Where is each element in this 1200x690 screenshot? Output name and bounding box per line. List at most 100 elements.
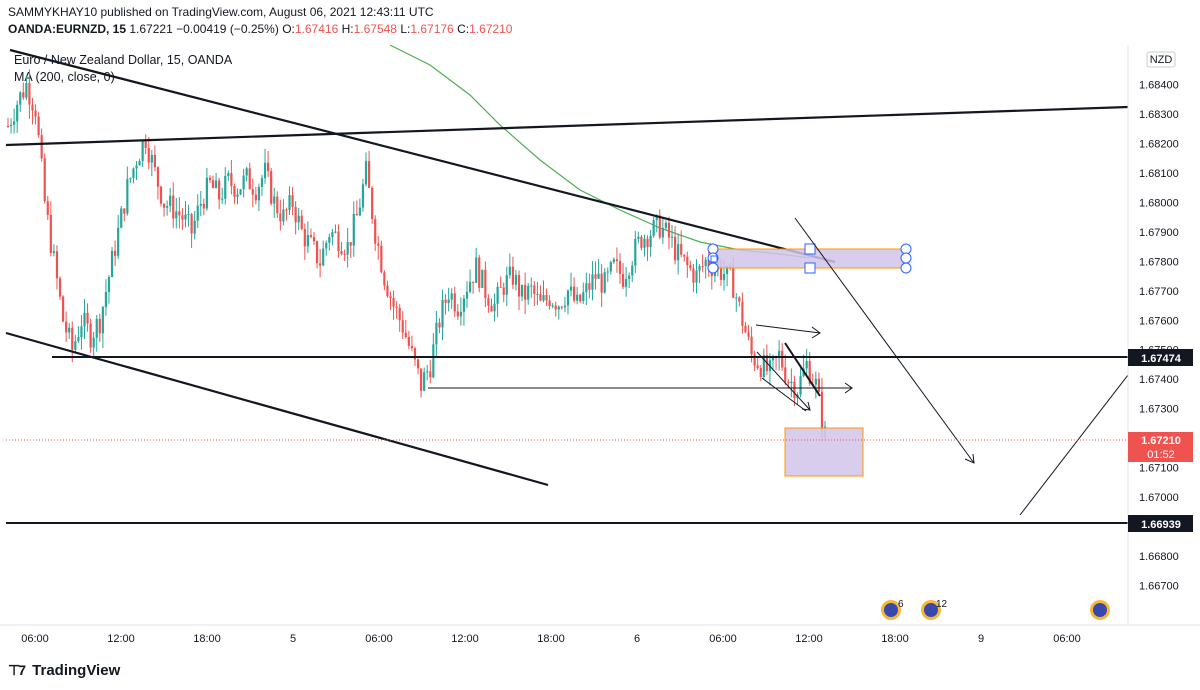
price-tick-label: 1.67100 <box>1139 463 1179 475</box>
candle <box>19 91 22 113</box>
candle <box>71 321 74 363</box>
candle <box>175 198 178 229</box>
zone-handles[interactable] <box>707 243 912 274</box>
chart-legend-title[interactable]: Euro / New Zealand Dollar, 15, OANDA <box>14 53 233 67</box>
candle <box>28 69 31 119</box>
candle <box>68 323 71 339</box>
candle <box>563 296 567 313</box>
candle <box>367 150 371 189</box>
candle <box>462 294 466 326</box>
flag-line-upper[interactable] <box>784 342 821 397</box>
candle <box>759 364 762 381</box>
candle <box>741 292 744 334</box>
candle <box>667 216 671 250</box>
candle <box>796 392 799 406</box>
candle <box>747 325 750 341</box>
close-label: C: <box>457 22 470 36</box>
time-tick-label: 12:00 <box>107 633 135 645</box>
candle <box>43 153 46 204</box>
candle <box>9 118 13 134</box>
candle <box>520 284 524 302</box>
candle <box>377 235 380 260</box>
candle <box>196 194 199 229</box>
candle <box>211 175 215 189</box>
time-axis[interactable]: 06:00 12:00 18:00 5 06:00 12:00 18:00 6 06:00 12:… <box>21 633 1081 645</box>
candle <box>144 134 147 155</box>
currency-badge-box[interactable] <box>1146 51 1176 68</box>
projection-arrows[interactable] <box>428 217 1129 516</box>
time-tick-label: 18:00 <box>881 633 909 645</box>
candle <box>487 294 490 313</box>
candle <box>270 167 273 206</box>
candle <box>517 270 521 311</box>
candle <box>472 281 475 294</box>
candle <box>609 260 612 275</box>
price-tick-label: 1.66800 <box>1139 551 1179 563</box>
footer-brand[interactable]: ⊤7 TradingView <box>8 662 120 679</box>
trendline-upper-resistance[interactable] <box>5 105 1129 147</box>
candle <box>456 303 459 320</box>
candle <box>701 254 704 273</box>
symbol-label[interactable]: OANDA:EURNZD, 15 <box>8 22 127 36</box>
price-change: −0.00419 (−0.25%) <box>176 22 279 36</box>
candle <box>193 211 196 240</box>
price-tick-label: 1.67400 <box>1139 374 1179 386</box>
moving-average-layer <box>389 44 811 259</box>
candle <box>527 282 530 305</box>
tradingview-logo-icon: ⊤7 <box>8 662 26 678</box>
publish-info: SAMMYKHAY10 published on TradingView.com… <box>8 5 434 19</box>
candle <box>162 203 166 217</box>
candle <box>233 183 236 204</box>
candle <box>371 186 374 224</box>
candle <box>364 152 368 187</box>
candle <box>147 136 150 170</box>
flag-line-lower[interactable] <box>761 377 807 412</box>
candle <box>585 272 588 305</box>
price-tick-label: 1.68400 <box>1139 80 1179 92</box>
target-zone[interactable] <box>784 427 864 477</box>
candle <box>297 207 300 231</box>
candle <box>738 296 741 307</box>
price-chart[interactable]: 1.667001.668001.669001.670001.671001.672… <box>0 0 1200 660</box>
candle <box>404 319 407 339</box>
candle <box>542 280 545 303</box>
candle <box>205 168 208 211</box>
candle <box>646 235 649 261</box>
open-label: O: <box>282 22 295 36</box>
drawings-layer[interactable] <box>5 48 1129 524</box>
low-value: 1.67176 <box>410 22 454 36</box>
candle <box>74 334 77 354</box>
candle <box>496 282 499 317</box>
candle <box>726 265 729 287</box>
candle <box>343 249 346 261</box>
moving-average-line <box>389 44 811 259</box>
candle <box>649 229 652 257</box>
candles-layer <box>6 69 827 442</box>
candle <box>86 303 89 332</box>
time-tick-label: 5 <box>290 633 296 645</box>
chart-legend-indicator[interactable]: MA (200, close, 0) <box>14 70 115 84</box>
time-tick-label: 12:00 <box>795 633 823 645</box>
candle <box>508 253 511 279</box>
candle <box>386 280 389 298</box>
candle <box>643 234 646 257</box>
trendline-descending-top[interactable] <box>9 48 836 264</box>
candle <box>236 188 239 205</box>
candle <box>441 289 444 341</box>
candle <box>380 240 383 274</box>
time-tick-label: 06:00 <box>1053 633 1081 645</box>
candle <box>374 215 377 252</box>
candle <box>680 230 683 258</box>
candle <box>579 293 582 303</box>
economic-event-icons[interactable]: 6 12 <box>881 599 1110 620</box>
trendline-descending-bottom[interactable] <box>5 331 549 487</box>
candle <box>260 174 264 197</box>
candle <box>248 162 251 190</box>
candle <box>322 240 325 267</box>
candle <box>670 225 674 248</box>
price-tick-label: 1.67600 <box>1139 315 1179 327</box>
candle <box>141 140 144 168</box>
time-tick-label: 06:00 <box>21 633 49 645</box>
candle <box>150 149 153 177</box>
event-count-2: 12 <box>936 599 948 610</box>
